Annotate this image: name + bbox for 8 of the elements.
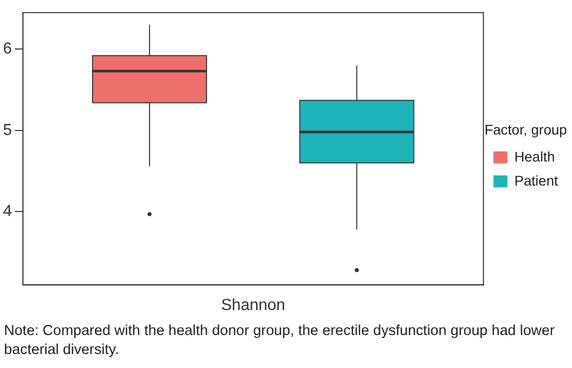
legend-title: Factor, group (484, 121, 568, 138)
y-tick-label: 4 (2, 203, 12, 220)
legend-label: Health (514, 148, 555, 164)
legend-label: Patient (514, 172, 558, 188)
x-tick-label: Shannon (221, 296, 286, 314)
y-tick-label: 5 (2, 122, 12, 139)
text: Note: Compared with the health donor group, the erectile dysfunction group had lower bacterial diversity. (4, 322, 556, 360)
y-tick-label: 6 (2, 40, 12, 58)
